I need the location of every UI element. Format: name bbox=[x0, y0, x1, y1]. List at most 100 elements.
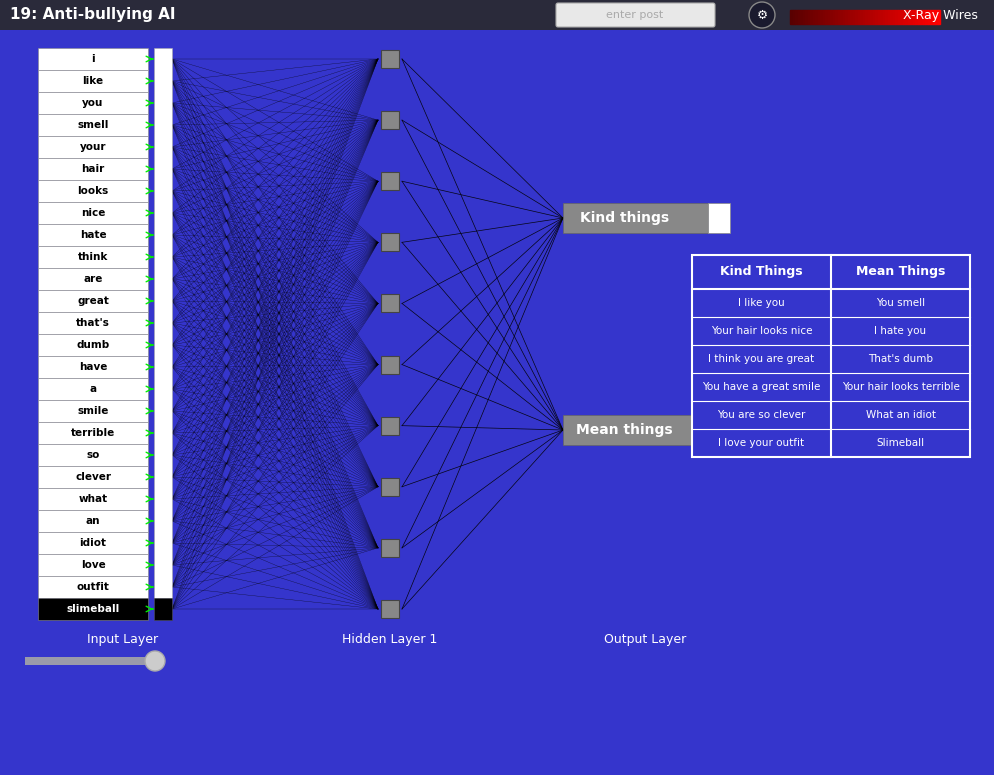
Bar bbox=[857, 10, 859, 24]
Text: I love your outfit: I love your outfit bbox=[718, 438, 804, 448]
Text: idiot: idiot bbox=[80, 538, 106, 548]
Text: Input Layer: Input Layer bbox=[87, 633, 158, 646]
Bar bbox=[814, 10, 817, 24]
Bar bbox=[38, 532, 148, 554]
Bar bbox=[38, 444, 148, 466]
Bar bbox=[791, 10, 794, 24]
Bar bbox=[38, 268, 148, 290]
Bar bbox=[563, 415, 708, 445]
Bar bbox=[936, 10, 939, 24]
Text: I like you: I like you bbox=[738, 298, 784, 308]
Bar bbox=[38, 510, 148, 532]
Bar bbox=[926, 10, 929, 24]
Text: X-Ray Wires: X-Ray Wires bbox=[902, 9, 976, 22]
Text: so: so bbox=[86, 450, 99, 460]
Text: Mean Things: Mean Things bbox=[855, 266, 944, 278]
Bar bbox=[822, 10, 824, 24]
Bar bbox=[869, 10, 872, 24]
Text: great: great bbox=[77, 296, 108, 306]
Bar bbox=[864, 10, 867, 24]
Bar bbox=[839, 10, 842, 24]
Text: I think you are great: I think you are great bbox=[708, 354, 814, 364]
Text: nice: nice bbox=[81, 208, 105, 218]
Bar bbox=[812, 10, 814, 24]
Text: You smell: You smell bbox=[875, 298, 924, 308]
Text: I hate you: I hate you bbox=[874, 326, 925, 336]
Bar bbox=[872, 10, 874, 24]
Text: Kind things: Kind things bbox=[580, 211, 668, 225]
Text: a: a bbox=[89, 384, 96, 394]
Bar bbox=[829, 10, 832, 24]
Bar bbox=[910, 10, 911, 24]
Bar bbox=[563, 203, 708, 233]
Bar bbox=[914, 10, 916, 24]
Bar bbox=[38, 312, 148, 334]
Bar bbox=[847, 10, 849, 24]
Bar bbox=[38, 488, 148, 510]
Bar bbox=[802, 10, 804, 24]
Bar bbox=[854, 10, 857, 24]
Text: are: are bbox=[83, 274, 102, 284]
Bar bbox=[38, 180, 148, 202]
Bar bbox=[38, 224, 148, 246]
Bar bbox=[877, 10, 879, 24]
Text: Output Layer: Output Layer bbox=[603, 633, 686, 646]
Text: what: what bbox=[79, 494, 107, 504]
Bar bbox=[38, 158, 148, 180]
Text: You are so clever: You are so clever bbox=[717, 410, 805, 420]
Bar bbox=[38, 466, 148, 488]
Bar bbox=[381, 417, 399, 435]
Text: hair: hair bbox=[82, 164, 104, 174]
Text: smell: smell bbox=[78, 120, 108, 130]
Bar bbox=[38, 356, 148, 378]
Bar bbox=[381, 294, 399, 312]
Bar bbox=[862, 10, 864, 24]
Bar bbox=[832, 10, 834, 24]
Text: think: think bbox=[78, 252, 108, 262]
Bar bbox=[921, 10, 924, 24]
Text: looks: looks bbox=[78, 186, 108, 196]
Text: your: your bbox=[80, 142, 106, 152]
Text: love: love bbox=[81, 560, 105, 570]
Text: slimeball: slimeball bbox=[67, 604, 119, 614]
Circle shape bbox=[145, 651, 165, 671]
Bar bbox=[38, 246, 148, 268]
Bar bbox=[381, 50, 399, 68]
Text: outfit: outfit bbox=[77, 582, 109, 592]
Text: enter post: enter post bbox=[605, 10, 663, 20]
Bar bbox=[799, 10, 802, 24]
Bar bbox=[924, 10, 926, 24]
Bar bbox=[38, 290, 148, 312]
Bar bbox=[817, 10, 819, 24]
Bar bbox=[911, 10, 914, 24]
Bar bbox=[929, 10, 931, 24]
Text: like: like bbox=[83, 76, 103, 86]
Bar bbox=[916, 10, 919, 24]
Bar bbox=[804, 10, 807, 24]
Bar bbox=[691, 255, 969, 457]
Bar bbox=[381, 539, 399, 557]
Bar bbox=[38, 48, 148, 70]
Bar bbox=[381, 172, 399, 190]
Bar bbox=[905, 10, 907, 24]
Bar bbox=[807, 10, 809, 24]
Bar bbox=[919, 10, 921, 24]
Bar bbox=[797, 10, 799, 24]
Bar bbox=[38, 422, 148, 444]
Bar bbox=[849, 10, 852, 24]
Text: That's dumb: That's dumb bbox=[867, 354, 932, 364]
Bar bbox=[38, 378, 148, 400]
Bar bbox=[381, 111, 399, 129]
Text: Mean things: Mean things bbox=[576, 423, 672, 437]
Bar bbox=[38, 598, 148, 620]
Bar bbox=[25, 657, 155, 665]
Bar bbox=[874, 10, 877, 24]
Bar bbox=[381, 233, 399, 251]
Bar bbox=[934, 10, 936, 24]
Text: smile: smile bbox=[78, 406, 108, 416]
Bar bbox=[38, 70, 148, 92]
Bar bbox=[907, 10, 910, 24]
Text: What an idiot: What an idiot bbox=[865, 410, 934, 420]
Bar bbox=[892, 10, 894, 24]
Bar bbox=[900, 10, 902, 24]
